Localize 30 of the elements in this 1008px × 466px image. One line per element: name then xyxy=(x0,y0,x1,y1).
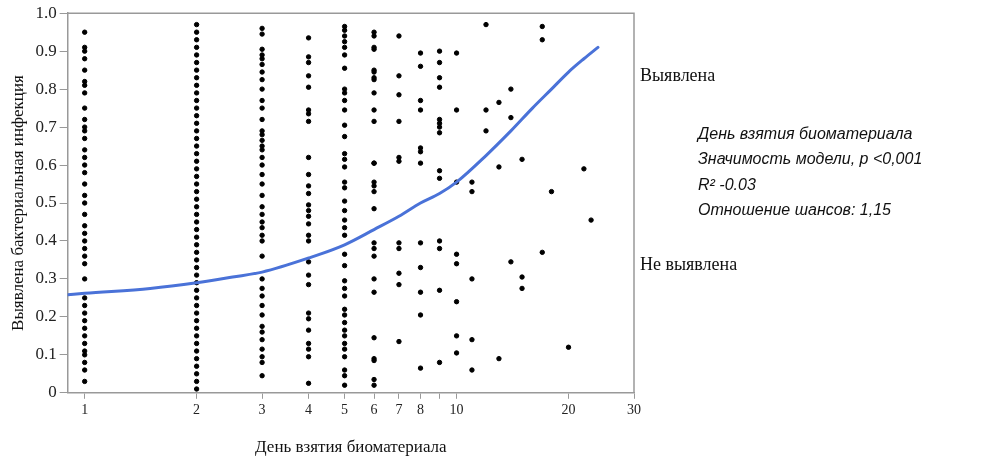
y-tick-label: 0 xyxy=(48,382,57,402)
text: Не выявлена xyxy=(640,253,738,274)
x-tick-label: 5 xyxy=(341,401,349,417)
x-tick-label: 7 xyxy=(395,401,403,417)
y-tick-label: 0.2 xyxy=(35,306,57,326)
text: День взятия биоматериала xyxy=(696,124,913,142)
y-tick-label: 1.0 xyxy=(35,2,57,22)
y-tick-label: 0.3 xyxy=(35,268,57,288)
x-tick-label: 20 xyxy=(561,401,576,417)
y-tick-label: 0.5 xyxy=(35,192,57,212)
y-tick-label: 0.7 xyxy=(35,116,58,136)
x-tick-label: 3 xyxy=(258,401,266,417)
x-tick-label: 6 xyxy=(370,401,378,417)
x-tick-label: 1 xyxy=(81,401,89,417)
text: Значимость модели, p <0,001 xyxy=(698,150,923,168)
x-tick-label: 2 xyxy=(193,401,201,417)
x-axis-title: День взятия биоматериала xyxy=(255,437,448,457)
y-tick-label: 0.1 xyxy=(35,344,57,364)
x-tick-label: 8 xyxy=(417,401,425,417)
y-tick-label: 0.8 xyxy=(35,78,57,98)
x-tick-label: 10 xyxy=(449,401,464,417)
text: Отношение шансов: 1,15 xyxy=(698,201,892,219)
y-tick-label: 0.6 xyxy=(35,154,57,174)
x-tick-label: 4 xyxy=(305,401,313,417)
y-tick-label: 0.9 xyxy=(35,40,57,60)
y-axis-title: Выявлена бактериальная инфекция xyxy=(7,74,27,331)
x-tick-label: 30 xyxy=(627,401,641,417)
text: Выявлена xyxy=(640,64,716,85)
y-tick-label: 0.4 xyxy=(35,230,58,250)
text: R² -0.03 xyxy=(698,175,756,193)
